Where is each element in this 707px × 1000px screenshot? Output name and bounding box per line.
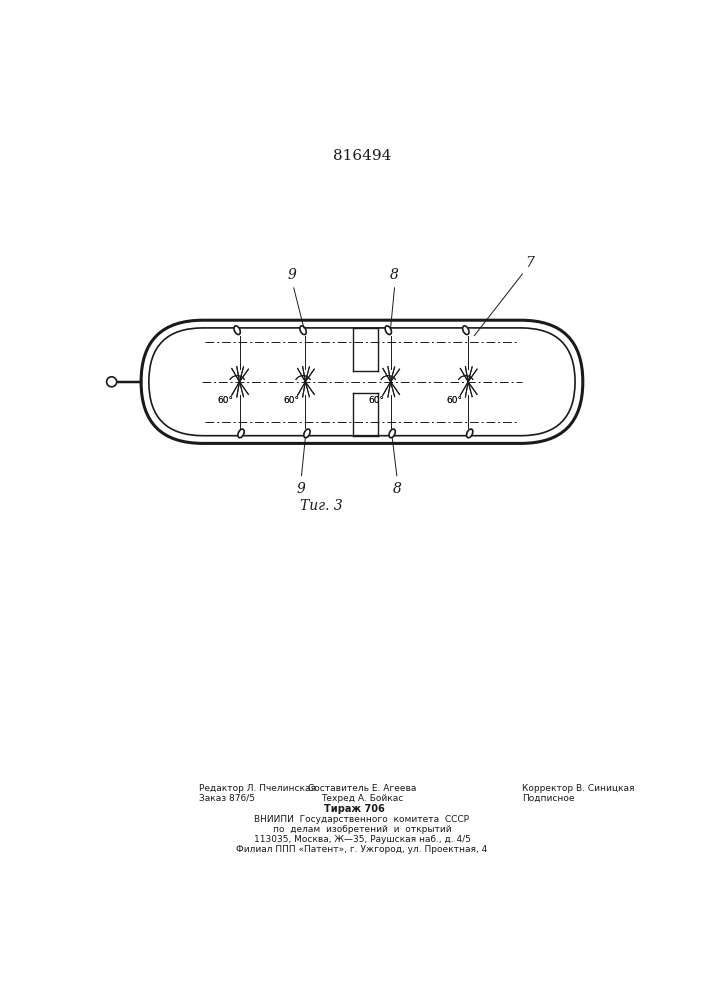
Text: 60°: 60° bbox=[368, 396, 385, 405]
Ellipse shape bbox=[467, 429, 473, 438]
Ellipse shape bbox=[389, 429, 395, 438]
Text: 60°: 60° bbox=[446, 396, 462, 405]
Text: Составитель Е. Агеева: Составитель Е. Агеева bbox=[308, 784, 416, 793]
Text: Τиг. 3: Τиг. 3 bbox=[300, 499, 342, 513]
Ellipse shape bbox=[234, 326, 240, 335]
Text: 60°: 60° bbox=[284, 396, 300, 405]
Text: 7: 7 bbox=[525, 256, 534, 270]
Text: 60°: 60° bbox=[284, 396, 300, 405]
Text: 60°: 60° bbox=[446, 396, 462, 405]
Text: по  делам  изобретений  и  открытий: по делам изобретений и открытий bbox=[273, 825, 451, 834]
Text: 60°: 60° bbox=[368, 396, 385, 405]
Ellipse shape bbox=[300, 326, 306, 335]
Ellipse shape bbox=[462, 326, 469, 335]
Text: Филиал ППП «Патент», г. Ужгород, ул. Проектная, 4: Филиал ППП «Патент», г. Ужгород, ул. Про… bbox=[236, 845, 488, 854]
Text: 9: 9 bbox=[296, 482, 305, 496]
Text: Тираж 706: Тираж 706 bbox=[324, 804, 385, 814]
Text: Корректор В. Синицкая: Корректор В. Синицкая bbox=[522, 784, 635, 793]
Text: 8: 8 bbox=[392, 482, 402, 496]
Text: 9: 9 bbox=[288, 268, 297, 282]
Text: Подписное: Подписное bbox=[522, 794, 575, 803]
Text: 8: 8 bbox=[390, 268, 399, 282]
Text: 60°: 60° bbox=[218, 396, 233, 405]
Text: Заказ 876/5: Заказ 876/5 bbox=[199, 794, 255, 803]
FancyBboxPatch shape bbox=[141, 320, 583, 443]
Text: ВНИИПИ  Государственного  комитета  СССР: ВНИИПИ Государственного комитета СССР bbox=[255, 815, 469, 824]
Text: 60°: 60° bbox=[218, 396, 233, 405]
Text: 816494: 816494 bbox=[333, 149, 391, 163]
Ellipse shape bbox=[304, 429, 310, 438]
Text: 113035, Москва, Ж—35, Раушская наб., д. 4/5: 113035, Москва, Ж—35, Раушская наб., д. … bbox=[254, 835, 470, 844]
Ellipse shape bbox=[385, 326, 392, 335]
Text: Техред А. Бойкас: Техред А. Бойкас bbox=[321, 794, 403, 803]
Ellipse shape bbox=[238, 429, 244, 438]
Text: Редактор Л. Пчелинская: Редактор Л. Пчелинская bbox=[199, 784, 316, 793]
Circle shape bbox=[107, 377, 117, 387]
